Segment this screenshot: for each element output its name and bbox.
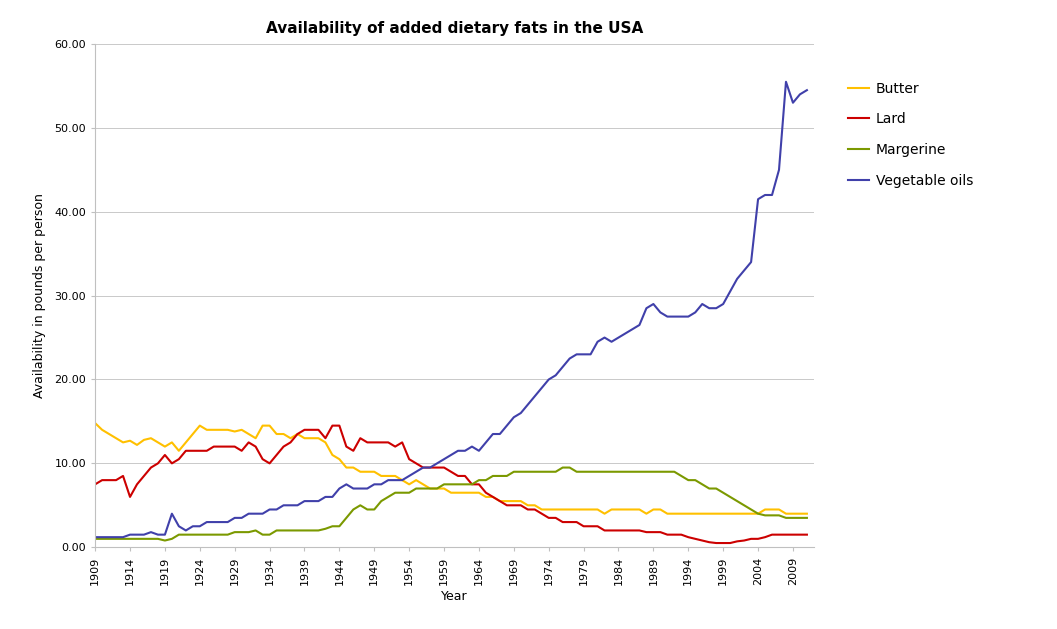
Butter — [759, 506, 772, 513]
Vegetable oils — [89, 533, 101, 541]
Margerine — [765, 511, 778, 519]
Butter — [598, 510, 611, 518]
Lard — [284, 438, 297, 446]
Margerine — [800, 514, 813, 521]
Vegetable oils — [284, 501, 297, 509]
Butter — [745, 510, 758, 518]
Margerine — [730, 498, 743, 505]
Line: Butter: Butter — [95, 423, 806, 514]
Lard — [710, 539, 723, 547]
Margerine — [159, 537, 171, 544]
Lard — [326, 422, 338, 430]
Vegetable oils — [717, 300, 729, 308]
Line: Margerine: Margerine — [95, 467, 806, 540]
Butter — [89, 420, 101, 427]
Butter — [501, 498, 514, 505]
Butter — [738, 510, 750, 518]
Margerine — [556, 464, 569, 471]
Line: Vegetable oils: Vegetable oils — [95, 82, 806, 537]
Title: Availability of added dietary fats in the USA: Availability of added dietary fats in th… — [266, 21, 643, 36]
Vegetable oils — [800, 86, 813, 94]
Vegetable oils — [730, 275, 743, 282]
Butter — [800, 510, 813, 518]
Margerine — [752, 510, 764, 518]
Margerine — [291, 526, 303, 534]
Vegetable oils — [501, 422, 514, 430]
Line: Lard: Lard — [95, 426, 806, 543]
Legend: Butter, Lard, Margerine, Vegetable oils: Butter, Lard, Margerine, Vegetable oils — [842, 76, 979, 193]
Butter — [284, 435, 297, 442]
Lard — [507, 501, 520, 509]
Y-axis label: Availability in pounds per person: Availability in pounds per person — [33, 193, 47, 398]
Butter — [724, 510, 737, 518]
Margerine — [89, 535, 101, 543]
Margerine — [745, 506, 758, 513]
Margerine — [507, 468, 520, 476]
Vegetable oils — [780, 78, 793, 86]
Vegetable oils — [752, 196, 764, 203]
Lard — [800, 531, 813, 538]
Lard — [89, 481, 101, 488]
Lard — [765, 531, 778, 538]
Lard — [752, 535, 764, 543]
X-axis label: Year: Year — [441, 590, 468, 603]
Lard — [745, 535, 758, 543]
Lard — [730, 538, 743, 545]
Vegetable oils — [738, 267, 750, 274]
